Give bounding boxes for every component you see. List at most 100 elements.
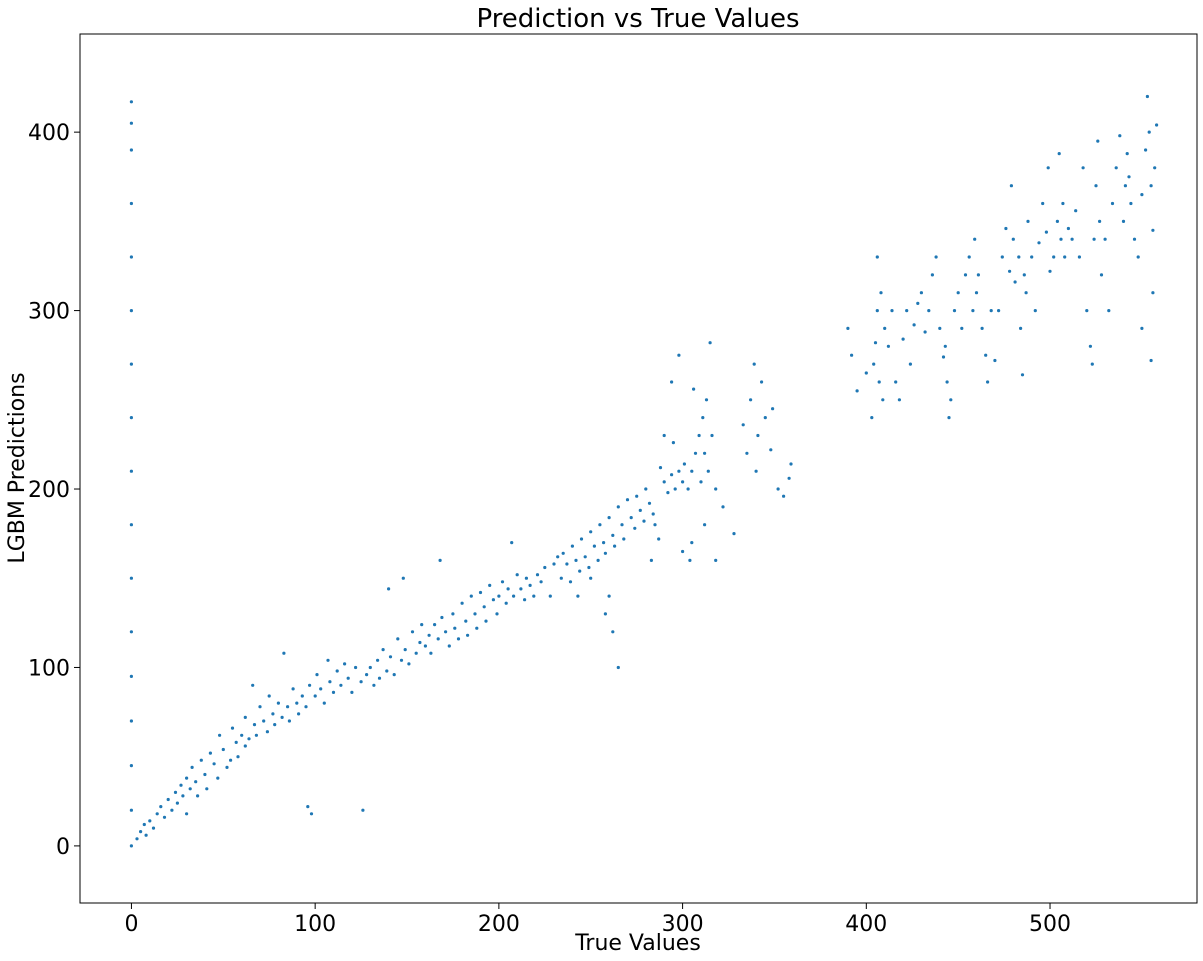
data-point (135, 837, 139, 841)
data-point (469, 594, 473, 598)
data-point (188, 787, 192, 791)
data-point (271, 712, 275, 716)
data-point (484, 619, 488, 623)
data-point (682, 462, 687, 466)
data-point (464, 619, 468, 623)
data-point (671, 441, 676, 445)
data-point (1037, 241, 1041, 245)
data-point (129, 674, 133, 679)
data-point (1055, 219, 1059, 223)
data-point (1048, 269, 1052, 273)
data-point (1059, 237, 1063, 241)
data-point (1129, 201, 1133, 206)
data-point (1009, 184, 1014, 188)
x-tick-label: 400 (845, 912, 887, 937)
data-point (181, 794, 185, 798)
data-point (500, 580, 505, 584)
data-point (1110, 201, 1115, 206)
data-point (620, 523, 624, 527)
data-point (436, 637, 440, 641)
data-point (756, 433, 760, 438)
data-point (1063, 255, 1067, 259)
chart-title: Prediction vs True Values (476, 4, 799, 34)
data-point (963, 273, 968, 277)
data-point (328, 680, 332, 684)
data-point (343, 662, 347, 666)
data-point (396, 637, 400, 641)
data-point (166, 797, 170, 802)
data-point (657, 537, 661, 541)
data-point (144, 833, 148, 837)
data-point (635, 494, 639, 498)
data-point (282, 651, 286, 655)
data-point (460, 601, 464, 605)
data-point (221, 747, 225, 752)
data-point (633, 526, 637, 530)
data-point (941, 355, 946, 359)
data-point (938, 326, 942, 330)
data-point (129, 148, 133, 152)
data-point (267, 694, 271, 698)
data-point (952, 309, 957, 313)
data-point (706, 469, 710, 473)
data-point (387, 587, 391, 591)
data-point (611, 630, 615, 634)
data-point (151, 826, 156, 830)
data-point (760, 380, 764, 384)
data-point (304, 705, 308, 709)
data-point (495, 612, 499, 616)
data-point (418, 640, 422, 645)
data-point (666, 491, 670, 495)
data-point (681, 480, 685, 484)
data-point (984, 353, 988, 357)
data-point (1070, 237, 1074, 241)
data-point (179, 783, 183, 787)
data-point (603, 551, 608, 555)
data-point (262, 719, 266, 723)
data-point (129, 201, 133, 206)
data-point (225, 765, 229, 770)
data-point (642, 519, 646, 523)
data-point (148, 819, 152, 823)
data-point (377, 676, 382, 680)
data-point (592, 544, 597, 548)
data-point (433, 623, 437, 627)
data-point (556, 555, 560, 559)
data-point (1103, 237, 1107, 241)
y-tick-label: 100 (28, 656, 70, 681)
data-point (236, 755, 240, 759)
data-point (381, 648, 385, 652)
data-point (407, 662, 411, 666)
data-point (392, 673, 396, 677)
data-point (745, 451, 749, 455)
data-point (930, 273, 935, 277)
data-point (297, 712, 301, 716)
data-point (475, 626, 479, 630)
data-point (846, 326, 850, 330)
data-point (1096, 139, 1100, 143)
data-point (897, 398, 902, 402)
data-point (568, 580, 573, 584)
data-point (782, 494, 786, 498)
data-point (699, 480, 703, 484)
data-point (649, 558, 654, 563)
data-point (890, 309, 894, 313)
y-tick-label: 0 (56, 835, 70, 860)
data-point (203, 772, 207, 777)
data-point (749, 398, 753, 402)
data-point (644, 487, 648, 491)
data-point (473, 612, 477, 616)
data-point (883, 326, 887, 330)
data-point (1121, 219, 1126, 223)
data-point (579, 537, 584, 541)
data-point (776, 487, 780, 491)
data-point (401, 576, 405, 580)
data-point (265, 730, 269, 734)
data-point (583, 555, 587, 559)
data-point (771, 407, 775, 411)
data-point (1107, 309, 1111, 313)
data-point (688, 558, 692, 563)
data-point (1147, 130, 1151, 134)
data-point (510, 541, 514, 545)
data-point (528, 583, 532, 588)
